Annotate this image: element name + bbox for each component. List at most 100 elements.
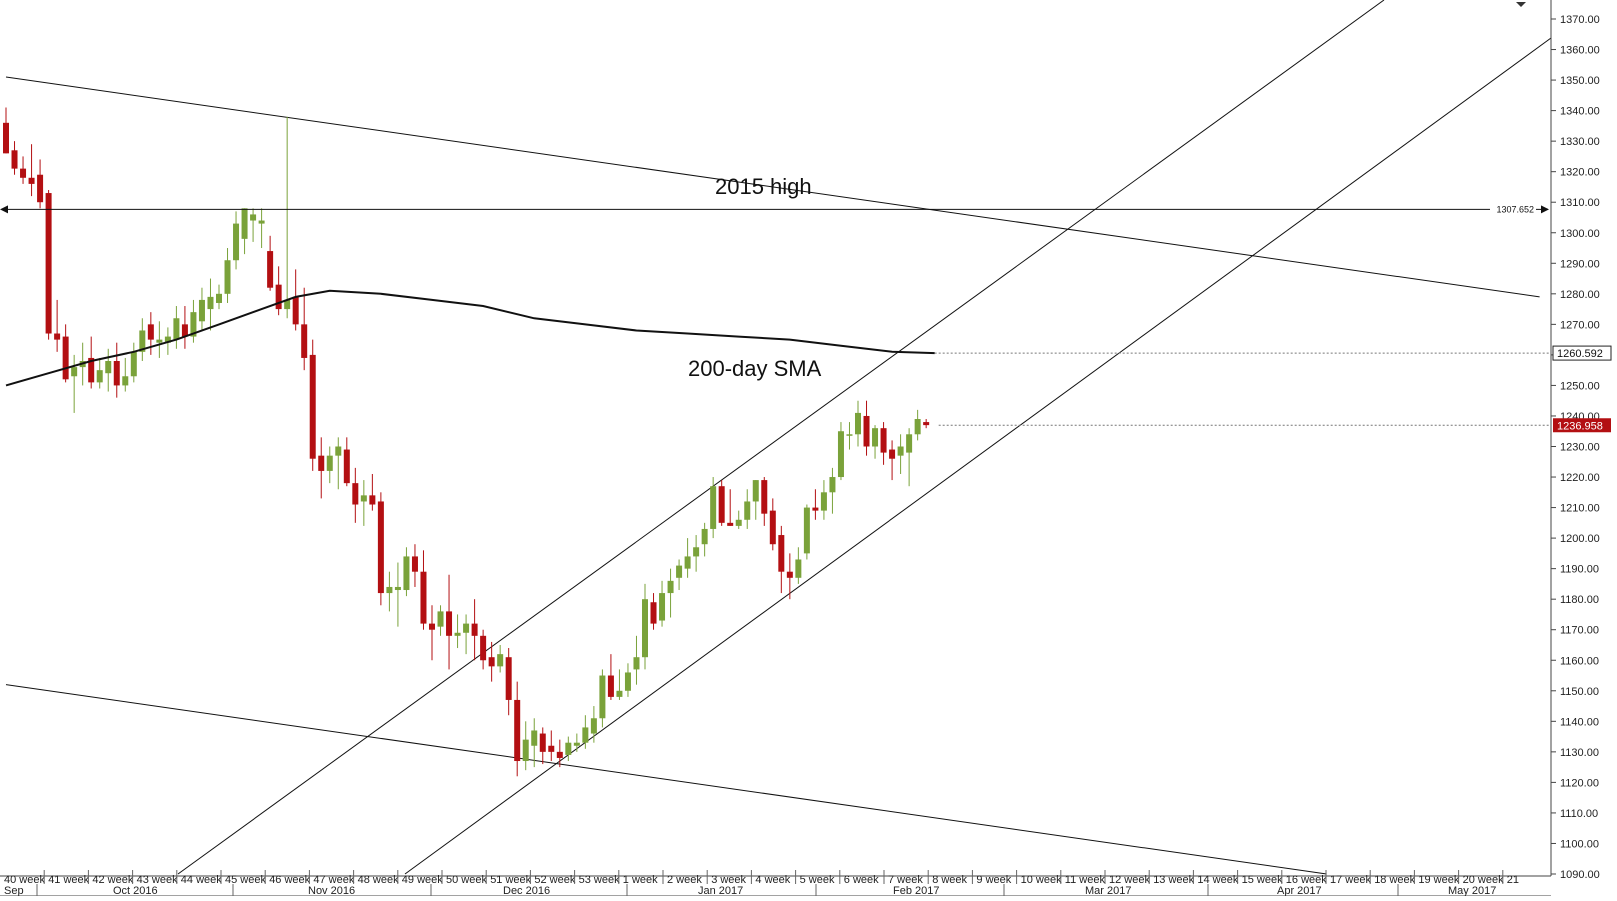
candle-body <box>258 220 265 224</box>
y-tick-label: 1340.00 <box>1560 106 1600 118</box>
resistance-value-label: 1307.652 <box>1496 204 1534 214</box>
candle <box>590 706 597 743</box>
candle <box>803 504 810 560</box>
candle <box>386 571 393 612</box>
week-label: 40 week <box>4 874 45 886</box>
candle <box>224 248 231 303</box>
candle-body <box>565 742 572 755</box>
week-label: 2 week <box>667 874 702 886</box>
candle-body <box>480 635 487 661</box>
candle <box>582 715 589 749</box>
week-label: 11 week <box>1065 874 1106 886</box>
candle-body <box>54 333 61 340</box>
month-label: Jan 2017 <box>698 885 743 896</box>
week-label: 5 week <box>800 874 835 886</box>
last-price-tag: 1236.958 <box>1553 418 1611 433</box>
candle <box>642 583 648 670</box>
week-label: 6 week <box>844 874 879 886</box>
y-tick-label: 1120.00 <box>1560 777 1599 789</box>
candle-body <box>301 324 308 358</box>
candle <box>250 208 257 242</box>
candle-body <box>795 559 802 578</box>
y-tick-label: 1230.00 <box>1560 442 1600 454</box>
week-label: 8 week <box>932 874 967 886</box>
month-label: Nov 2016 <box>308 885 355 896</box>
candle-body <box>727 522 734 526</box>
candle-body <box>318 455 325 471</box>
candle-body <box>676 565 683 578</box>
candle-body <box>471 623 478 636</box>
candle <box>676 559 683 591</box>
candle <box>548 730 555 762</box>
candle-body <box>37 174 44 203</box>
candle <box>335 437 342 490</box>
candle-body <box>531 730 538 746</box>
candle-body <box>105 361 112 374</box>
week-label: 53 week <box>579 874 620 886</box>
candle <box>360 480 367 526</box>
candle <box>693 535 700 572</box>
candle-body <box>497 654 504 667</box>
candle-body <box>659 593 666 621</box>
candle-body <box>147 324 154 340</box>
week-axis-labels: 40 week 41 week 42 week 43 week 44 week 45 we… <box>4 870 1519 886</box>
candle-body <box>360 495 367 502</box>
candle <box>292 269 299 331</box>
candle-body <box>539 733 546 752</box>
candle <box>156 321 163 358</box>
candle <box>181 306 188 349</box>
candle <box>113 342 120 398</box>
candle <box>122 357 129 392</box>
week-label: 50 week <box>446 874 487 886</box>
sma-price-tag-text: 1260.592 <box>1557 348 1603 360</box>
sma-price-tag: 1260.592 <box>1552 345 1612 361</box>
candle-body <box>446 611 453 636</box>
sma-annotation: 200-day SMA <box>688 356 822 381</box>
candle-body <box>394 586 401 591</box>
candle <box>326 446 333 484</box>
candle <box>471 599 478 661</box>
y-tick-label: 1110.00 <box>1560 808 1598 820</box>
week-label: 20 week <box>1463 874 1504 886</box>
week-label: 45 week <box>225 874 266 886</box>
candle-body <box>62 336 69 380</box>
candle-body <box>164 336 171 343</box>
arrow-left-icon <box>0 205 8 214</box>
candle-body <box>454 632 461 636</box>
candle <box>216 284 222 310</box>
candle <box>369 473 376 511</box>
candle-body <box>250 214 257 221</box>
candle-body <box>590 718 597 734</box>
candle <box>897 434 904 474</box>
candle-body <box>914 419 921 435</box>
month-label: Sep <box>4 885 24 896</box>
candle-body <box>548 745 555 752</box>
candle-body <box>96 370 103 383</box>
candle-body <box>897 446 904 456</box>
candle <box>3 107 9 154</box>
scroll-down-icon[interactable] <box>1516 2 1526 7</box>
month-axis-labels: Sep Oct 2016 Nov 2016 Dec 2016 Jan 2017 Feb 2… <box>4 884 1496 897</box>
candle-body <box>198 299 205 322</box>
candle <box>667 568 674 618</box>
candle-body <box>437 611 444 627</box>
candle <box>437 605 444 636</box>
week-label: 10 week <box>1021 874 1062 886</box>
y-tick-label: 1090.00 <box>1560 869 1600 881</box>
y-tick-label: 1210.00 <box>1560 503 1600 515</box>
last-price-tag-text: 1236.958 <box>1557 420 1603 432</box>
candle-body <box>505 657 512 700</box>
month-label: Apr 2017 <box>1277 885 1322 896</box>
candle-body <box>216 293 222 303</box>
candle <box>846 422 853 450</box>
candle-body <box>718 486 725 523</box>
candle <box>62 324 69 383</box>
week-label: 51 week <box>490 874 531 886</box>
y-tick-label: 1180.00 <box>1560 594 1599 606</box>
week-label: 42 week <box>92 874 133 886</box>
candle-body <box>803 507 810 554</box>
candle-body <box>693 547 700 557</box>
week-label: 49 week <box>402 874 443 886</box>
